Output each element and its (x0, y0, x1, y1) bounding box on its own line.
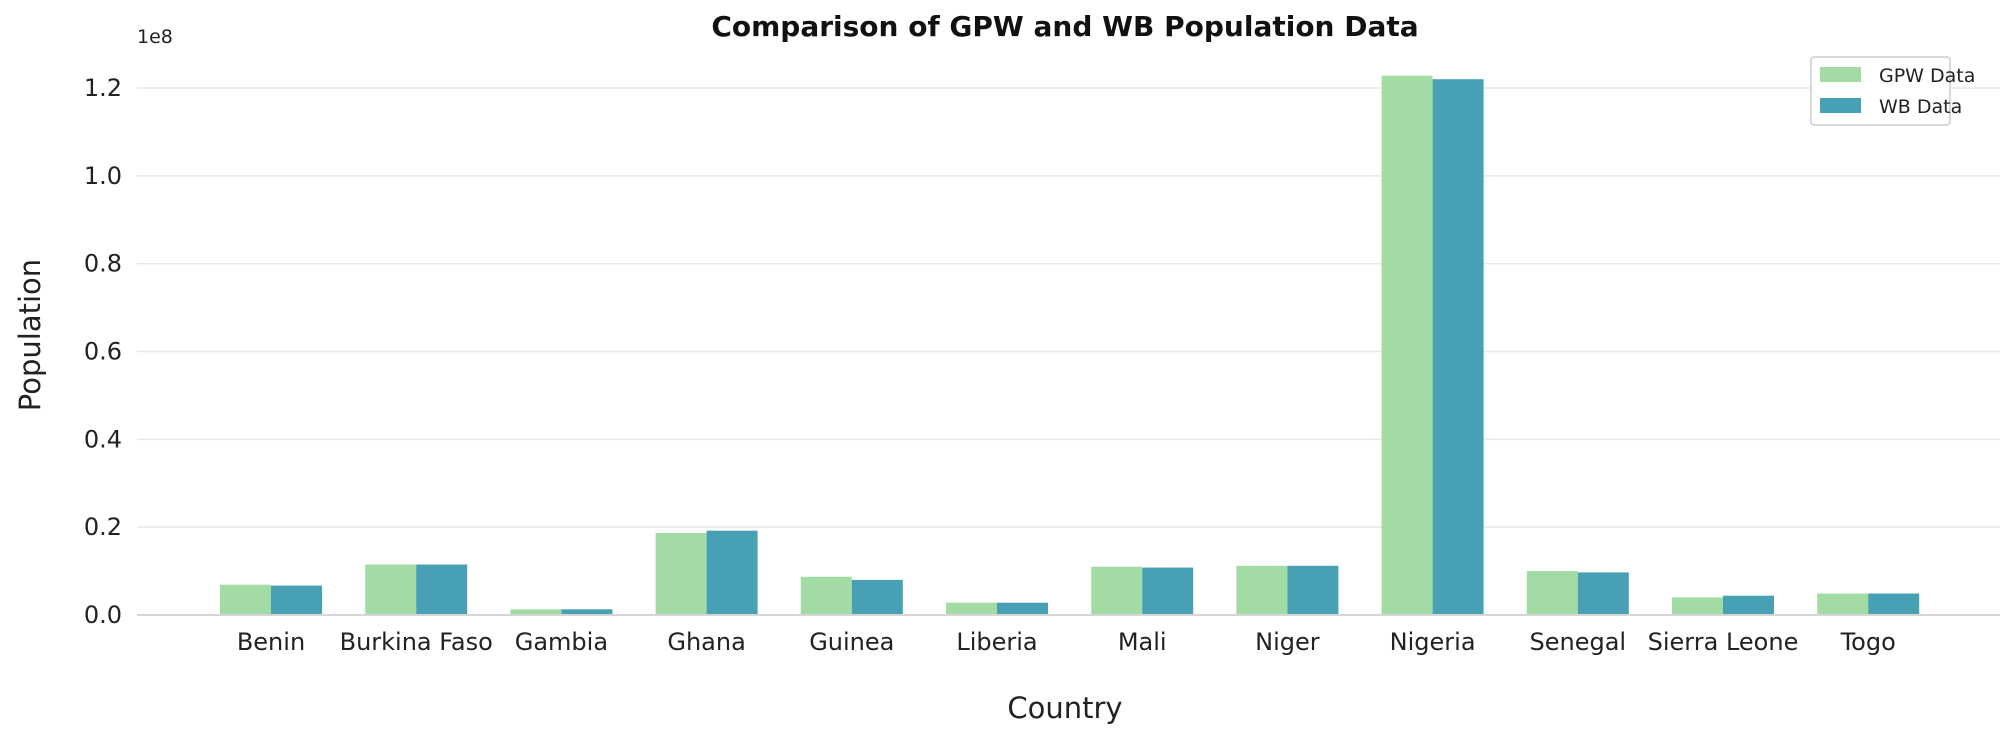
y-tick-label: 1.0 (84, 162, 122, 190)
wb-bar-burkina-faso (416, 564, 468, 615)
legend: GPW Data WB Data (1810, 56, 1975, 126)
x-tick-label: Nigeria (1390, 628, 1476, 656)
x-axis-ticks: Benin Burkina Faso Gambia Ghana Guinea Liberi… (237, 628, 1896, 656)
x-axis-label: Country (1007, 691, 1122, 725)
bars (220, 75, 1920, 615)
x-tick-label: Guinea (809, 628, 894, 656)
gpw-bar-mali (1091, 566, 1143, 615)
legend-swatch-gpw (1820, 67, 1861, 82)
gpw-bar-niger (1236, 565, 1288, 615)
wb-bar-gambia (561, 609, 613, 615)
wb-bar-ghana (706, 530, 758, 615)
legend-label-wb: WB Data (1879, 96, 1962, 118)
wb-bar-niger (1287, 565, 1339, 615)
y-axis-label: Population (13, 259, 47, 411)
y-tick-label: 0.4 (84, 425, 122, 453)
x-tick-label: Sierra Leone (1648, 628, 1799, 656)
gpw-bar-guinea (800, 576, 852, 615)
gpw-bar-burkina-faso (365, 564, 417, 615)
y-scale-exponent: 1e8 (137, 26, 173, 48)
gpw-bar-sierra-leone (1672, 597, 1723, 615)
grid-lines (137, 87, 2000, 528)
x-tick-label: Gambia (515, 628, 608, 656)
wb-bar-senegal (1577, 572, 1629, 615)
y-axis-ticks: 0.0 0.2 0.4 0.6 0.8 1.0 1.2 (84, 74, 122, 629)
x-tick-label: Liberia (956, 628, 1037, 656)
x-tick-label: Togo (1840, 628, 1896, 656)
wb-bar-togo (1868, 593, 1920, 615)
wb-bar-sierra-leone (1723, 595, 1774, 615)
y-tick-label: 1.2 (84, 74, 122, 102)
wb-bar-benin (271, 585, 322, 615)
x-tick-label: Senegal (1530, 628, 1627, 656)
gpw-bar-ghana (655, 532, 707, 615)
x-tick-label: Mali (1118, 628, 1167, 656)
x-tick-label: Ghana (667, 628, 745, 656)
y-tick-label: 0.0 (84, 601, 122, 629)
y-tick-label: 0.8 (84, 250, 122, 278)
x-tick-label: Niger (1255, 628, 1320, 656)
legend-label-gpw: GPW Data (1879, 65, 1975, 87)
wb-bar-nigeria (1432, 79, 1484, 615)
legend-swatch-wb (1820, 98, 1861, 113)
x-tick-label: Burkina Faso (340, 628, 493, 656)
gpw-bar-benin (220, 584, 271, 615)
wb-bar-guinea (851, 579, 903, 615)
gpw-bar-senegal (1526, 571, 1578, 615)
x-tick-label: Benin (237, 628, 305, 656)
wb-bar-liberia (997, 602, 1048, 615)
y-tick-label: 0.2 (84, 513, 122, 541)
y-tick-label: 0.6 (84, 338, 122, 366)
gpw-bar-togo (1817, 593, 1869, 615)
gpw-bar-gambia (510, 609, 562, 615)
gpw-bar-liberia (946, 602, 997, 615)
gpw-bar-nigeria (1381, 75, 1433, 615)
chart-title: Comparison of GPW and WB Population Data (711, 10, 1418, 43)
wb-bar-mali (1142, 567, 1194, 615)
